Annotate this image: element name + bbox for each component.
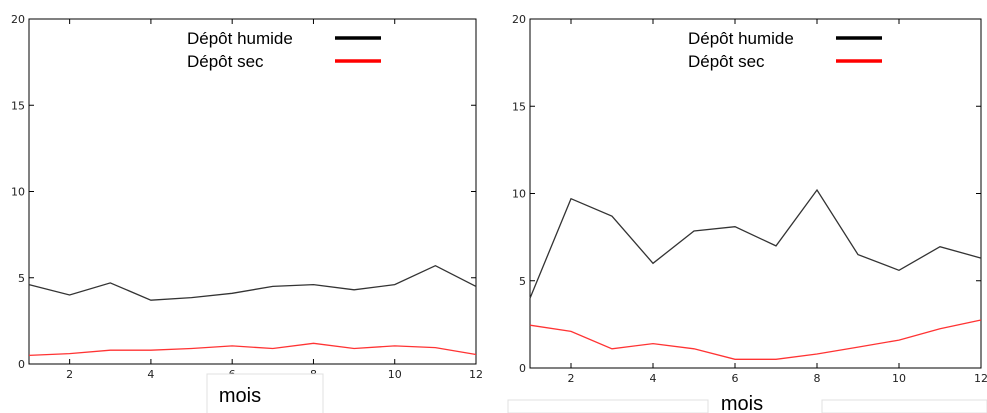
plot-frame (529, 18, 982, 369)
xlabel-box-right (821, 399, 987, 413)
y-tick-label: 20 (512, 13, 526, 26)
x-tick-label: 8 (814, 372, 821, 385)
y-tick-label: 15 (11, 99, 25, 112)
series-line-1 (28, 264, 477, 301)
x-tick-label: 4 (650, 372, 657, 385)
x-axis-label: mois (721, 393, 763, 413)
y-tick-label: 0 (519, 362, 526, 375)
plot-frame (28, 18, 477, 365)
x-tick-label: 10 (388, 368, 402, 381)
series-line-2 (529, 319, 982, 360)
legend-label-2: Dépôt sec (187, 52, 264, 71)
y-tick-label: 10 (512, 188, 526, 201)
series-line-2 (28, 342, 477, 357)
series-line-1 (529, 188, 982, 299)
x-tick-label: 2 (66, 368, 73, 381)
x-tick-label: 4 (147, 368, 154, 381)
y-tick-label: 10 (11, 186, 25, 199)
xlabel-box (507, 399, 709, 413)
xlabel-box (206, 373, 324, 413)
chart-panel-2: 0 5 10 15 20 2 4 6 8 10 12 Dépôt humide Dépôt sec moi… (507, 13, 987, 413)
legend-label-2: Dépôt sec (688, 52, 765, 71)
y-tick-label: 20 (11, 13, 25, 26)
x-tick-label: 6 (732, 372, 739, 385)
y-tick-label: 5 (18, 272, 25, 285)
legend-label-1: Dépôt humide (688, 29, 794, 48)
x-axis-label: mois (219, 385, 261, 407)
x-tick-label: 12 (974, 372, 987, 385)
x-tick-label: 2 (568, 372, 575, 385)
legend-label-1: Dépôt humide (187, 29, 293, 48)
y-tick-label: 0 (18, 358, 25, 371)
y-tick-label: 5 (519, 275, 526, 288)
x-tick-label: 12 (469, 368, 483, 381)
x-tick-label: 10 (892, 372, 906, 385)
y-tick-label: 15 (512, 100, 526, 113)
